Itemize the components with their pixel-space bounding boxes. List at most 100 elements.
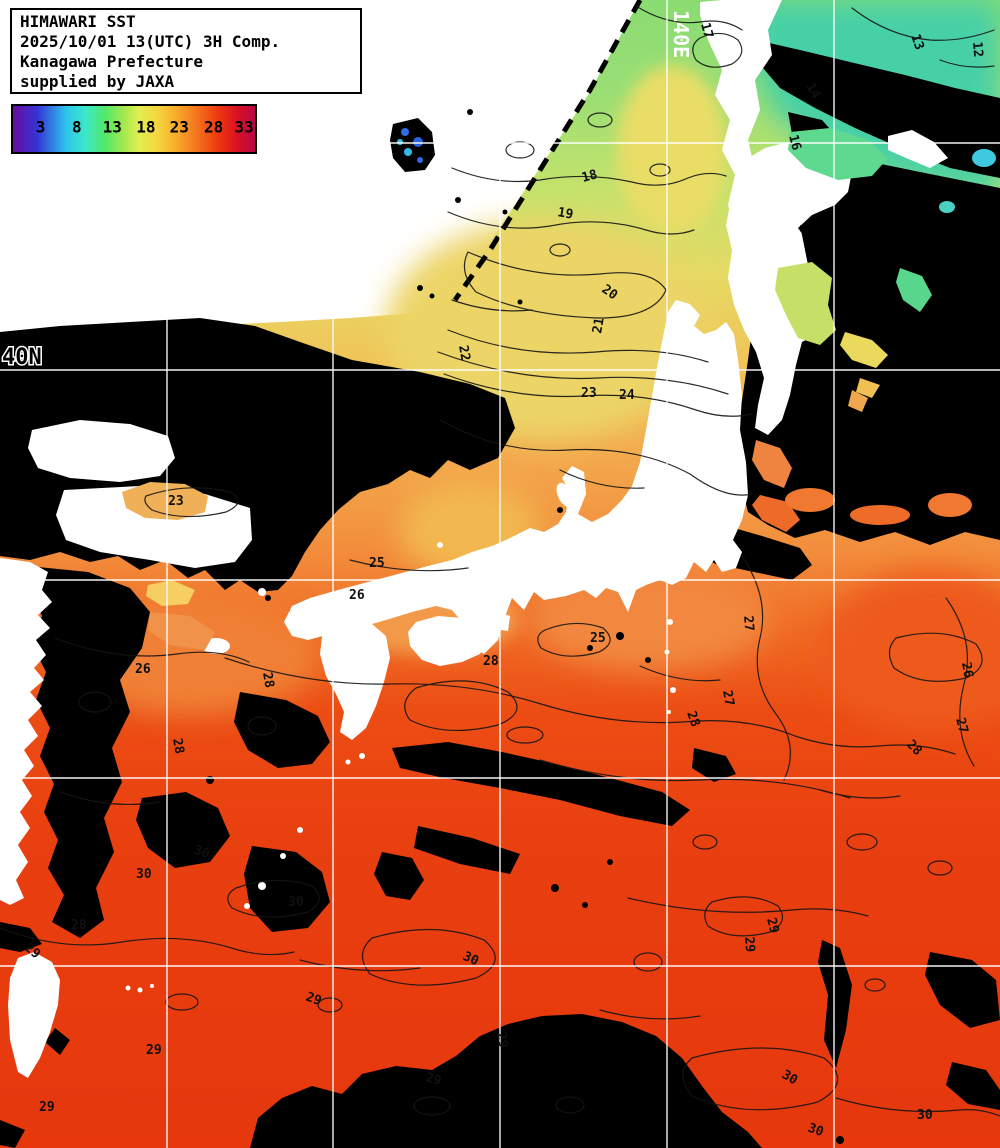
gap-cyan-2 bbox=[939, 201, 955, 213]
contour-label: 26 bbox=[349, 588, 365, 603]
kunashiri-island bbox=[888, 130, 948, 168]
warm-tongue-tint bbox=[617, 65, 727, 235]
contour-label: 30 bbox=[136, 867, 152, 882]
contour-label: 27 bbox=[719, 689, 736, 707]
contour-label: 30 bbox=[917, 1108, 933, 1123]
product-timestamp: 2025/10/01 13(UTC) 3H Comp. bbox=[20, 32, 281, 51]
colorbar-tick: 23 bbox=[169, 117, 189, 137]
colorbar-tick: 8 bbox=[72, 117, 82, 137]
contour-label: 20 bbox=[599, 282, 621, 303]
colorbar-tick: 28 bbox=[203, 117, 224, 137]
korea-clear-hole-1 bbox=[28, 420, 175, 482]
contour-label: 29 bbox=[39, 1100, 55, 1115]
gap-orange-6 bbox=[928, 493, 972, 517]
cloud-streak bbox=[818, 940, 852, 1068]
contour-label: 28 bbox=[169, 737, 187, 755]
cloud-south-kyushu bbox=[234, 692, 330, 768]
contour-label: 29 bbox=[763, 916, 782, 935]
contour-label: 17 bbox=[697, 21, 716, 40]
contour-label: 14 bbox=[803, 81, 824, 102]
product-credit: supplied by JAXA bbox=[20, 72, 175, 91]
cloud-shikoku-se-band bbox=[392, 742, 690, 826]
cloud-right-1 bbox=[925, 952, 1000, 1028]
gap-orange-ecs bbox=[148, 612, 215, 650]
colorbar-tick: 13 bbox=[102, 117, 122, 137]
contour-label: 27 bbox=[952, 716, 971, 735]
contour-label: 29 bbox=[493, 1031, 510, 1049]
gap-yellow-1 bbox=[840, 332, 888, 368]
contour-label: 19 bbox=[556, 205, 574, 222]
contour-label: 30 bbox=[288, 895, 304, 910]
taiwan bbox=[8, 952, 60, 1078]
gap-orange-4 bbox=[785, 488, 835, 512]
contour-label: 28 bbox=[71, 918, 87, 933]
contour-label: 28 bbox=[259, 671, 277, 689]
gap-orange-2 bbox=[752, 440, 792, 488]
gap-orange-korea bbox=[122, 482, 208, 520]
contour-label: 30 bbox=[192, 843, 212, 863]
contour-label: 12 bbox=[969, 41, 985, 58]
honshu bbox=[284, 300, 748, 654]
contour-label: 24 bbox=[619, 388, 635, 403]
cloud-china-coast-band bbox=[28, 566, 150, 938]
cloud-corner-sw bbox=[0, 922, 42, 952]
contour-label: 21 bbox=[590, 317, 608, 335]
awaji-island bbox=[495, 612, 510, 631]
product-region: Kanagawa Prefecture bbox=[20, 52, 204, 71]
contour-label: 30 bbox=[779, 1067, 800, 1088]
contour-label-layer: 17 13 12 14 16 18 19 20 21 22 23 24 23 25 26 25 26 28 28 27… bbox=[21, 21, 985, 1140]
cloud-blob-b bbox=[244, 846, 330, 932]
contour-label: 25 bbox=[369, 556, 385, 571]
cloud-corner-sw2 bbox=[0, 1120, 25, 1148]
cloud-blob-c bbox=[374, 852, 424, 900]
contour-label: 23 bbox=[168, 494, 184, 509]
isotherm-contours bbox=[0, 5, 1000, 1117]
cloud-shikoku-se-blob bbox=[414, 826, 520, 874]
gap-cyan-1 bbox=[972, 149, 996, 167]
contour-label: 13 bbox=[907, 32, 926, 52]
gap-yellow-2 bbox=[856, 378, 880, 398]
sado-island bbox=[556, 482, 574, 508]
kyushu bbox=[320, 618, 390, 740]
contour-label: 25 bbox=[590, 631, 606, 646]
kuroshio-tint bbox=[820, 570, 1000, 730]
cloud-east-hokkaido2 bbox=[848, 185, 890, 225]
small-islands bbox=[125, 542, 676, 993]
gap-green-ne-hokkaido bbox=[788, 128, 888, 180]
cloud-speckles bbox=[187, 109, 844, 1144]
colorbar-tick: 33 bbox=[234, 117, 254, 137]
contour-label: 23 bbox=[581, 386, 597, 401]
cloud-gap-layer bbox=[122, 128, 996, 650]
contour-label: 28 bbox=[483, 654, 499, 669]
colorbar-tick: 18 bbox=[136, 117, 156, 137]
gap-yellowgreen bbox=[775, 262, 836, 345]
gap-green-streak bbox=[896, 268, 932, 312]
contour-label: 30 bbox=[806, 1121, 826, 1141]
cloud-taiwan-e bbox=[45, 1028, 70, 1055]
contour-label: 22 bbox=[455, 344, 472, 362]
contour-label: 26 bbox=[135, 662, 151, 677]
title-box: HIMAWARI SST 2025/10/01 13(UTC) 3H Comp.… bbox=[10, 8, 362, 94]
contour-label: 16 bbox=[785, 133, 804, 152]
china-coast bbox=[0, 558, 52, 905]
gap-orange-1 bbox=[848, 390, 868, 412]
contour-label: 29 bbox=[741, 936, 757, 953]
sakhalin bbox=[700, 0, 782, 237]
latitude-label-40n: 40N bbox=[2, 345, 42, 370]
longitude-label-140e: 140E bbox=[669, 10, 693, 58]
primorye-coast-speckle bbox=[452, 0, 643, 302]
temperature-colorbar: 3 8 13 18 23 28 33 bbox=[11, 104, 257, 154]
cloud-small-1 bbox=[692, 748, 736, 782]
cold-eddy-blob bbox=[390, 118, 435, 172]
cloud-blob-a bbox=[136, 792, 230, 868]
contour-label: 29 bbox=[304, 990, 324, 1009]
shikoku bbox=[408, 616, 488, 666]
product-title: HIMAWARI SST bbox=[20, 12, 136, 31]
contour-label: 26 bbox=[958, 661, 976, 679]
gap-yellow-ecs bbox=[146, 580, 195, 606]
contour-label: 18 bbox=[580, 167, 599, 186]
contour-label: 27 bbox=[740, 615, 756, 632]
